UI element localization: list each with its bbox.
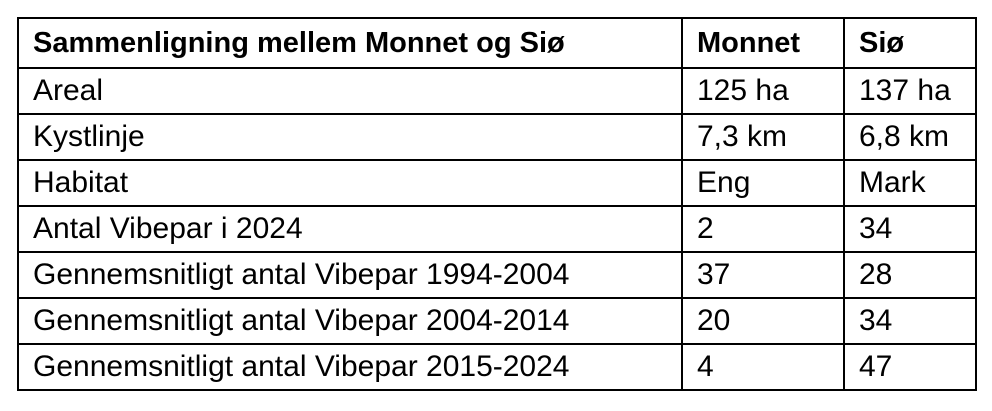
header-comparison: Sammenligning mellem Monnet og Siø [17, 17, 683, 69]
row-label: Gennemsnitligt antal Vibepar 2004-2014 [17, 297, 683, 345]
table-row: Kystlinje 7,3 km 6,8 km [17, 113, 977, 161]
row-label: Gennemsnitligt antal Vibepar 1994-2004 [17, 251, 683, 299]
comparison-table: Sammenligning mellem Monnet og Siø Monne… [17, 17, 977, 391]
sio-value: 34 [843, 205, 977, 253]
row-label: Habitat [17, 159, 683, 207]
sio-value: 6,8 km [843, 113, 977, 161]
monnet-value: Eng [681, 159, 845, 207]
row-label: Kystlinje [17, 113, 683, 161]
monnet-value: 37 [681, 251, 845, 299]
monnet-value: 20 [681, 297, 845, 345]
comparison-table-container: Sammenligning mellem Monnet og Siø Monne… [17, 17, 977, 391]
monnet-value: 125 ha [681, 67, 845, 115]
monnet-value: 4 [681, 343, 845, 391]
row-label: Areal [17, 67, 683, 115]
table-row: Habitat Eng Mark [17, 159, 977, 207]
sio-value: Mark [843, 159, 977, 207]
row-label: Antal Vibepar i 2024 [17, 205, 683, 253]
sio-value: 47 [843, 343, 977, 391]
table-row: Areal 125 ha 137 ha [17, 67, 977, 115]
table-row: Gennemsnitligt antal Vibepar 1994-2004 3… [17, 251, 977, 299]
sio-value: 34 [843, 297, 977, 345]
table-header-row: Sammenligning mellem Monnet og Siø Monne… [17, 17, 977, 69]
sio-value: 137 ha [843, 67, 977, 115]
row-label: Gennemsnitligt antal Vibepar 2015-2024 [17, 343, 683, 391]
sio-value: 28 [843, 251, 977, 299]
header-monnet: Monnet [681, 17, 845, 69]
header-sio: Siø [843, 17, 977, 69]
table-row: Gennemsnitligt antal Vibepar 2004-2014 2… [17, 297, 977, 345]
table-row: Gennemsnitligt antal Vibepar 2015-2024 4… [17, 343, 977, 391]
monnet-value: 2 [681, 205, 845, 253]
table-row: Antal Vibepar i 2024 2 34 [17, 205, 977, 253]
monnet-value: 7,3 km [681, 113, 845, 161]
